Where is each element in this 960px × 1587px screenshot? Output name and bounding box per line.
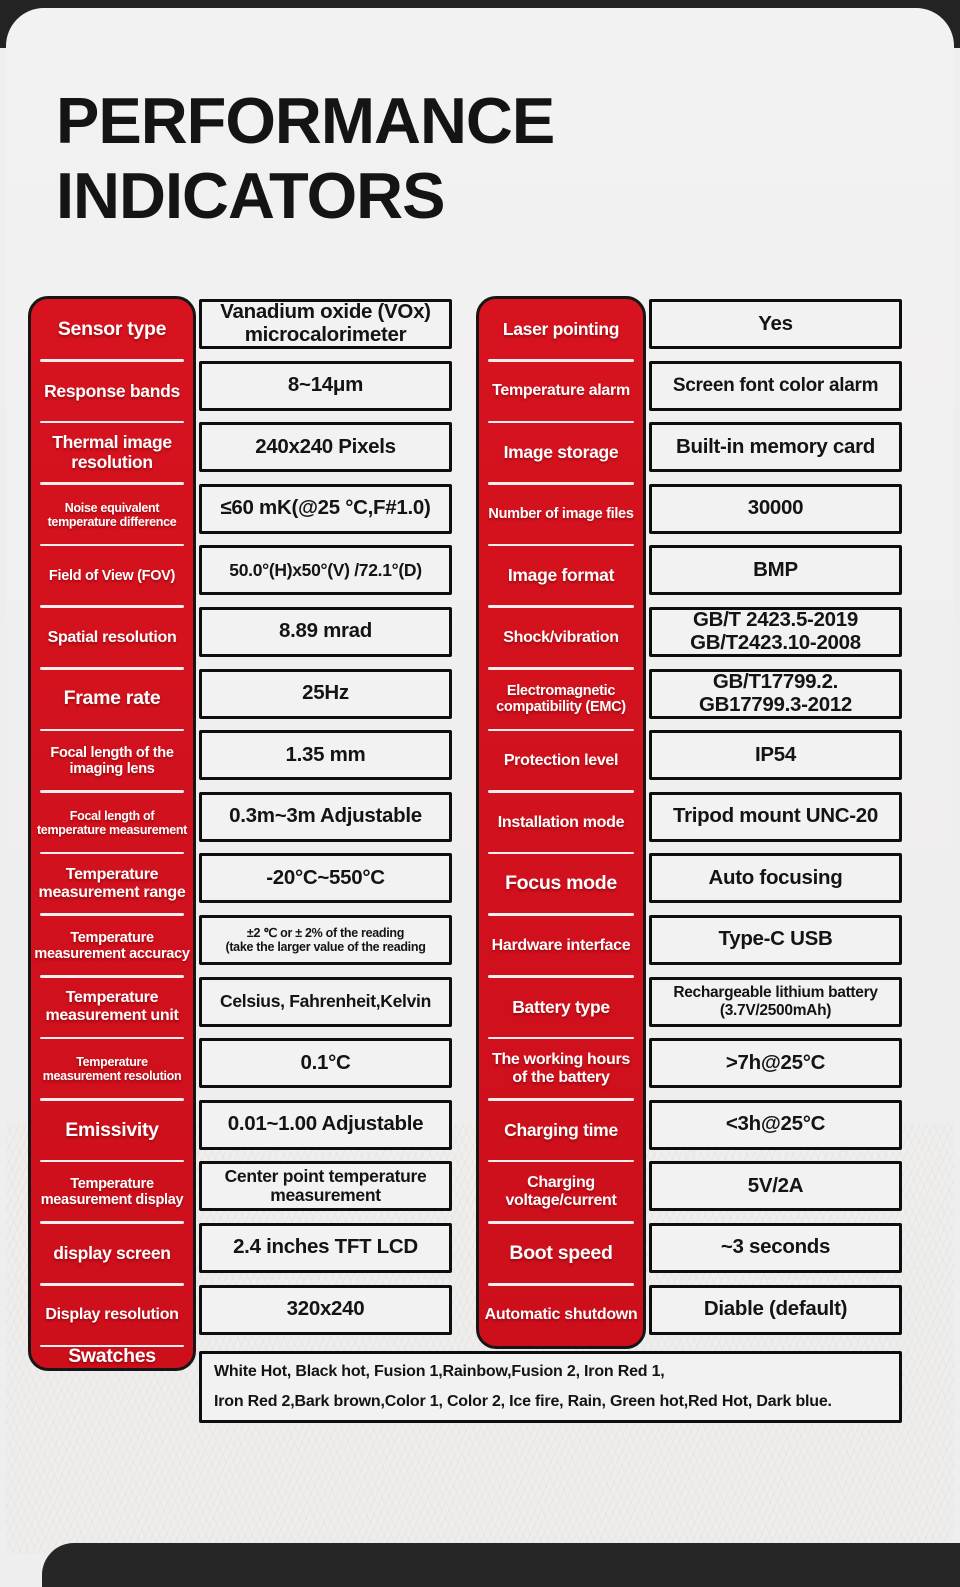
- spec-value-temperature-measurement-accuracy: ±2 ℃ or ± 2% of the reading (take the la…: [199, 914, 452, 965]
- spec-value-number-of-image-files: 30000: [649, 483, 902, 534]
- spec-label-protection-level: Protection level: [479, 730, 643, 793]
- spec-label-response-bands: Response bands: [31, 361, 193, 423]
- spec-value-image-storage: Built-in memory card: [649, 422, 902, 473]
- spec-label-temperature-measurement-display: Temperature measurement display: [31, 1161, 193, 1224]
- spec-value-shock-vibration: GB/T 2423.5-2019 GB/T2423.10-2008: [649, 606, 902, 657]
- spec-values-column-left: Vanadium oxide (VOx) microcalorimeter 8~1…: [199, 299, 452, 1346]
- spec-label-hardware-interface: Hardware interface: [479, 915, 643, 978]
- spec-label-image-storage: Image storage: [479, 422, 643, 485]
- spec-label-the-working-hours-of-the-battery: The working hours of the battery: [479, 1038, 643, 1101]
- spec-labels-column-right: Laser pointing Temperature alarm Image sto…: [476, 296, 646, 1350]
- spec-label-focal-length-of-temperature-measurement: Focal length of temperature measurement: [31, 792, 193, 854]
- spec-label-spatial-resolution: Spatial resolution: [31, 607, 193, 670]
- spec-label-number-of-image-files: Number of image files: [479, 484, 643, 546]
- spec-label-frame-rate: Frame rate: [31, 669, 193, 731]
- spec-value-temperature-measurement-unit: Celsius, Fahrenheit,Kelvin: [199, 976, 452, 1027]
- spec-value-protection-level: IP54: [649, 730, 902, 781]
- spec-value-image-format: BMP: [649, 545, 902, 596]
- spec-value-focal-length-of-the-imaging-lens: 1.35 mm: [199, 730, 452, 781]
- spec-value-display-resolution: 320x240: [199, 1284, 452, 1335]
- spec-label-image-format: Image format: [479, 545, 643, 608]
- spec-label-field-of-view-fov: Field of View (FOV): [31, 545, 193, 608]
- spec-label-temperature-measurement-accuracy: Temperature measurement accuracy: [31, 915, 193, 978]
- spec-label-electromagnetic-compatibility-emc: Electromagnetic compatibility (EMC): [479, 669, 643, 731]
- spec-label-installation-mode: Installation mode: [479, 792, 643, 854]
- spec-value-battery-type: Rechargeable lithium battery (3.7V/2500m…: [649, 976, 902, 1027]
- spec-label-automatic-shutdown: Automatic shutdown: [484, 1306, 638, 1324]
- spec-label-focal-length-of-the-imaging-lens: Focal length of the imaging lens: [31, 730, 193, 793]
- spec-value-field-of-view-fov: 50.0°(H)x50°(V) /72.1°(D): [199, 545, 452, 596]
- spec-label-charging-voltage-current: Charging voltage/current: [479, 1161, 643, 1224]
- spec-value-temperature-measurement-range: -20°C~550°C: [199, 853, 452, 904]
- spec-value-spatial-resolution: 8.89 mrad: [199, 606, 452, 657]
- spec-value-emissivity: 0.01~1.00 Adjustable: [199, 1099, 452, 1150]
- spec-value-frame-rate: 25Hz: [199, 668, 452, 719]
- spec-label-boot-speed: Boot speed: [479, 1223, 643, 1286]
- spec-label-laser-pointing: Laser pointing: [479, 299, 643, 362]
- spec-value-sensor-type: Vanadium oxide (VOx) microcalorimeter: [199, 299, 452, 349]
- spec-label-swatches: Swatches: [68, 1345, 156, 1368]
- spec-label-display-resolution: Display resolution: [31, 1285, 193, 1347]
- spec-label-temperature-measurement-resolution: Temperature measurement resolution: [31, 1038, 193, 1101]
- spec-label-thermal-image-resolution: Thermal image resolution: [31, 422, 193, 485]
- spec-label-shock-vibration: Shock/vibration: [479, 607, 643, 670]
- spec-value-the-working-hours-of-the-battery: >7h@25°C: [649, 1038, 902, 1089]
- spec-value-display-screen: 2.4 inches TFT LCD: [199, 1222, 452, 1273]
- spec-value-automatic-shutdown: Diable (default): [649, 1284, 902, 1335]
- spec-labels-column-left: Sensor type Response bands Thermal image r…: [28, 296, 196, 1371]
- spec-label-display-screen: display screen: [31, 1223, 193, 1286]
- spec-value-response-bands: 8~14μm: [199, 360, 452, 411]
- spec-label-temperature-measurement-range: Temperature measurement range: [31, 853, 193, 916]
- spec-value-focal-length-of-temperature-measurement: 0.3m~3m Adjustable: [199, 791, 452, 842]
- spec-label-sensor-type: Sensor type: [31, 299, 193, 362]
- spec-value-temperature-measurement-display: Center point temperature measurement: [199, 1161, 452, 1212]
- spec-value-temperature-alarm: Screen font color alarm: [649, 360, 902, 411]
- spec-value-hardware-interface: Type-C USB: [649, 914, 902, 965]
- spec-value-thermal-image-resolution: 240x240 Pixels: [199, 422, 452, 473]
- spec-value-installation-mode: Tripod mount UNC-20: [649, 791, 902, 842]
- bottom-border: [42, 1543, 960, 1587]
- spec-value-swatches: White Hot, Black hot, Fusion 1,Rainbow,F…: [199, 1351, 902, 1423]
- spec-label-charging-time: Charging time: [479, 1100, 643, 1162]
- spec-label-emissivity: Emissivity: [31, 1100, 193, 1162]
- spec-value-focus-mode: Auto focusing: [649, 853, 902, 904]
- spec-value-boot-speed: ~3 seconds: [649, 1222, 902, 1273]
- spec-value-charging-voltage-current: 5V/2A: [649, 1161, 902, 1212]
- spec-label-noise-equivalent-temperature-difference: Noise equivalent temperature difference: [31, 484, 193, 546]
- spec-value-electromagnetic-compatibility-emc: GB/T17799.2. GB17799.3-2012: [649, 668, 902, 719]
- spec-label-temperature-alarm: Temperature alarm: [479, 361, 643, 423]
- spec-values-column-right: Yes Screen font color alarm Built-in memor…: [649, 299, 902, 1346]
- spec-value-noise-equivalent-temperature-difference: ≤60 mK(@25 °C,F#1.0): [199, 483, 452, 534]
- spec-label-focus-mode: Focus mode: [479, 853, 643, 916]
- spec-value-temperature-measurement-resolution: 0.1°C: [199, 1038, 452, 1089]
- spec-label-temperature-measurement-unit: Temperature measurement unit: [31, 977, 193, 1039]
- spec-value-laser-pointing: Yes: [649, 299, 902, 349]
- page-title: PERFORMANCE INDICATORS: [56, 84, 555, 232]
- spec-label-battery-type: Battery type: [479, 977, 643, 1039]
- spec-value-charging-time: <3h@25°C: [649, 1099, 902, 1150]
